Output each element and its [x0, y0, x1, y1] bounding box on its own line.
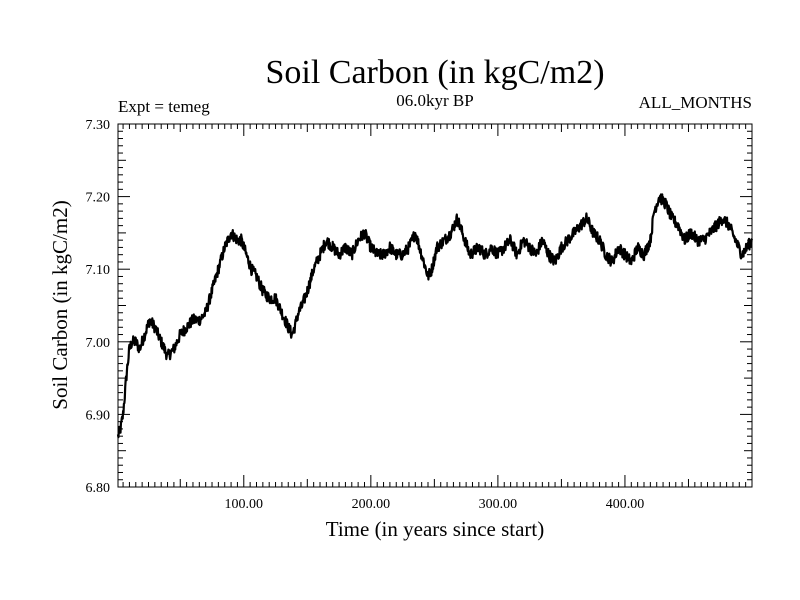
plot-frame [117, 123, 753, 488]
chart-title: Soil Carbon (in kgC/m2) [265, 54, 604, 91]
x-tick-label: 100.00 [225, 497, 264, 512]
y-tick-label: 6.90 [86, 408, 111, 423]
y-tick-labels: 6.80 6.90 7.00 7.10 7.20 7.30 [86, 118, 111, 496]
y-tick-label: 7.30 [86, 118, 111, 133]
x-axis-label: Time (in years since start) [326, 517, 545, 541]
series-line-soil-carbon [116, 193, 754, 439]
chart-subtitle: 06.0kyr BP [396, 91, 473, 110]
x-tick-label: 200.00 [352, 497, 391, 512]
x-tick-label: 400.00 [606, 497, 645, 512]
experiment-label: Expt = temeg [118, 97, 210, 116]
y-tick-label: 7.10 [86, 263, 111, 278]
x-tick-label: 300.00 [479, 497, 518, 512]
y-tick-label: 7.20 [86, 191, 111, 206]
y-tick-label: 7.00 [86, 336, 111, 351]
axis-ticks [118, 123, 752, 488]
season-label: ALL_MONTHS [639, 93, 752, 112]
y-tick-label: 6.80 [86, 481, 111, 496]
x-tick-labels: 100.00 200.00 300.00 400.00 [225, 497, 645, 512]
y-axis-label: Soil Carbon (in kgC/m2) [48, 200, 72, 409]
